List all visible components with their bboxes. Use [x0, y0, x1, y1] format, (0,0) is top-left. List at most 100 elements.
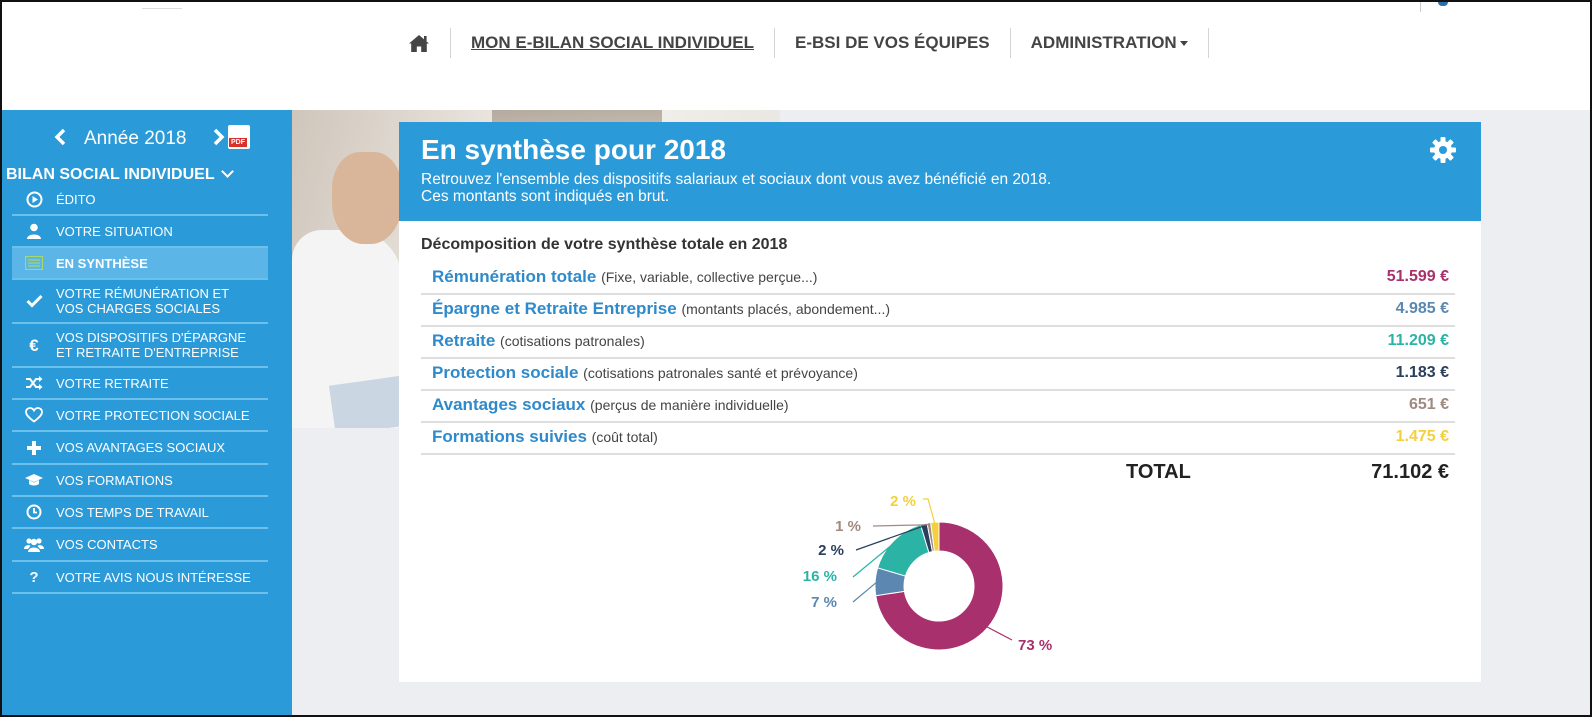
row-title: Épargne et Retraite Entreprise — [432, 299, 677, 318]
nav-item-mon-ebilan[interactable]: MON E-BILAN SOCIAL INDIVIDUEL — [471, 33, 755, 52]
row-title: Protection sociale — [432, 363, 579, 382]
donut-slice[interactable] — [930, 521, 940, 552]
sidebar-item-label: VOTRE PROTECTION SOCIALE — [56, 407, 250, 423]
row-title: Rémunération totale — [432, 267, 597, 286]
sidebar-item-remuneration[interactable]: VOTRE RÉMUNÉRATION ET VOS CHARGES SOCIALE… — [12, 280, 268, 324]
total-label: TOTAL — [1126, 461, 1191, 483]
donut-slice-label: 7 % — [811, 594, 837, 611]
sidebar-item-epargne[interactable]: € VOS DISPOSITIFS D'ÉPARGNE ET RETRAITE D… — [12, 324, 268, 368]
synthesis-donut-chart: 73 % 7 % 16 % 2 % 1 % 2 % — [803, 493, 1052, 654]
nav-item-ebsi-equipes[interactable]: E-BSI DE VOS ÉQUIPES — [795, 33, 990, 52]
synthesis-header: En synthèse pour 2018 Retrouvez l'ensemb… — [399, 122, 1481, 221]
donut-slice-label: 2 % — [890, 493, 916, 510]
row-detail: (coût total) — [591, 429, 658, 445]
row-name: Retraite (cotisations patronales) — [432, 331, 645, 351]
nav-separator — [774, 28, 776, 58]
nav-separator — [450, 28, 451, 58]
clock-icon — [12, 504, 56, 520]
photo-person-head — [332, 152, 402, 244]
table-row[interactable]: Rémunération totale (Fixe, variable, col… — [421, 263, 1455, 295]
shuffle-icon — [12, 376, 56, 390]
sidebar-item-label-line1: VOS DISPOSITIFS D'ÉPARGNE — [56, 330, 247, 345]
donut-slice-label: 2 % — [818, 542, 844, 559]
donut-slice[interactable] — [875, 521, 1004, 651]
sidebar-item-retraite[interactable]: VOTRE RETRAITE — [12, 368, 268, 400]
row-detail: (Fixe, variable, collective perçue...) — [601, 269, 818, 285]
sidebar-item-label: VOTRE RÉMUNÉRATION ET VOS CHARGES SOCIALE… — [56, 286, 235, 316]
sidebar-section-title-text: BILAN SOCIAL INDIVIDUEL — [6, 166, 215, 183]
sidebar-item-avis[interactable]: ? VOTRE AVIS NOUS INTÉRESSE — [12, 562, 268, 594]
sidebar-item-contacts[interactable]: VOS CONTACTS — [12, 529, 268, 562]
row-amount: 4.985 € — [1395, 300, 1449, 317]
sidebar-item-label-line2: ET RETRAITE D'ENTREPRISE — [56, 345, 239, 360]
table-row[interactable]: Avantages sociaux (perçus de manière ind… — [421, 391, 1455, 423]
pdf-icon[interactable]: PDF — [228, 125, 250, 149]
row-title: Formations suivies — [432, 427, 587, 446]
row-name: Formations suivies (coût total) — [432, 427, 658, 447]
page-title: En synthèse pour 2018 — [421, 134, 727, 165]
donut-leader-line — [872, 524, 930, 527]
year-label: Année 2018 — [84, 128, 187, 149]
row-amount: 1.183 € — [1395, 364, 1449, 381]
sidebar-item-label: VOS AVANTAGES SOCIAUX — [56, 440, 226, 455]
next-year-icon[interactable] — [209, 126, 229, 152]
sidebar-menu: ÉDITO VOTRE SITUATION EN SYNTHÈSE VOTRE … — [12, 185, 268, 594]
user-icon — [12, 223, 56, 239]
sidebar-item-avantages[interactable]: VOS AVANTAGES SOCIAUX — [12, 432, 268, 465]
sidebar-item-label-line1: VOTRE RÉMUNÉRATION ET — [56, 286, 230, 301]
table-title: Décomposition de votre synthèse totale e… — [421, 236, 788, 253]
sidebar-item-situation[interactable]: VOTRE SITUATION — [12, 216, 268, 248]
sidebar-item-edito[interactable]: ÉDITO — [12, 185, 268, 216]
row-detail: (cotisations patronales) — [500, 333, 645, 349]
row-detail: (montants placés, abondement...) — [681, 301, 890, 317]
row-title: Retraite — [432, 331, 496, 350]
user-menu-icon[interactable] — [1438, 2, 1448, 6]
year-selector: Année 2018 — [50, 124, 229, 154]
sidebar-item-synthese[interactable]: EN SYNTHÈSE — [12, 248, 268, 280]
gear-icon[interactable] — [1429, 136, 1457, 169]
caret-down-icon — [1179, 41, 1188, 47]
sidebar-item-label: VOTRE SITUATION — [56, 223, 173, 239]
row-amount: 51.599 € — [1386, 268, 1449, 285]
donut-leader-line — [923, 498, 936, 525]
row-name: Avantages sociaux (perçus de manière ind… — [432, 395, 789, 415]
row-name: Épargne et Retraite Entreprise (montants… — [432, 299, 890, 319]
sidebar-item-formations[interactable]: VOS FORMATIONS — [12, 465, 268, 497]
donut-leader-line — [852, 581, 878, 603]
nav-separator — [1207, 28, 1209, 58]
donut-slice-label: 16 % — [803, 568, 837, 585]
divider — [1420, 2, 1421, 12]
sidebar-item-label: VOTRE RETRAITE — [56, 375, 169, 391]
users-icon — [12, 537, 56, 553]
row-detail: (perçus de manière individuelle) — [590, 397, 789, 413]
sidebar-item-protection[interactable]: VOTRE PROTECTION SOCIALE — [12, 400, 268, 432]
donut-leader-line — [985, 625, 1013, 641]
row-title: Avantages sociaux — [432, 395, 586, 414]
divider — [142, 8, 182, 9]
sidebar-item-label: EN SYNTHÈSE — [56, 255, 148, 271]
row-amount: 1.475 € — [1395, 428, 1449, 445]
sidebar-item-label: VOS DISPOSITIFS D'ÉPARGNE ET RETRAITE D'E… — [56, 330, 252, 360]
previous-year-icon[interactable] — [50, 126, 70, 152]
table-row[interactable]: Protection sociale (cotisations patronal… — [421, 359, 1455, 391]
donut-leader-line — [852, 541, 896, 578]
play-circle-icon — [12, 191, 56, 208]
chevron-down-icon — [220, 165, 234, 178]
check-icon — [12, 294, 56, 308]
nav-home-link[interactable] — [398, 34, 450, 53]
nav-item-administration-label: ADMINISTRATION — [1030, 33, 1177, 52]
top-navigation-bar — [2, 2, 1590, 110]
table-row[interactable]: Épargne et Retraite Entreprise (montants… — [421, 295, 1455, 327]
sidebar: Année 2018 PDF BILAN SOCIAL INDIVIDUEL É… — [2, 110, 292, 715]
nav-item-administration[interactable]: ADMINISTRATION — [1011, 28, 1208, 58]
page-subtitle-line2: Ces montants sont indiqués en brut. — [421, 188, 670, 205]
table-row[interactable]: Retraite (cotisations patronales) 11.209… — [421, 327, 1455, 359]
nav-separator — [1009, 28, 1011, 58]
sidebar-item-label: ÉDITO — [56, 192, 96, 207]
euro-icon: € — [29, 335, 39, 355]
sidebar-section-title[interactable]: BILAN SOCIAL INDIVIDUEL — [6, 165, 234, 184]
plus-icon — [12, 440, 56, 455]
donut-slice-label: 1 % — [835, 518, 861, 535]
table-row[interactable]: Formations suivies (coût total) 1.475 € — [421, 423, 1455, 455]
sidebar-item-temps[interactable]: VOS TEMPS DE TRAVAIL — [12, 497, 268, 529]
